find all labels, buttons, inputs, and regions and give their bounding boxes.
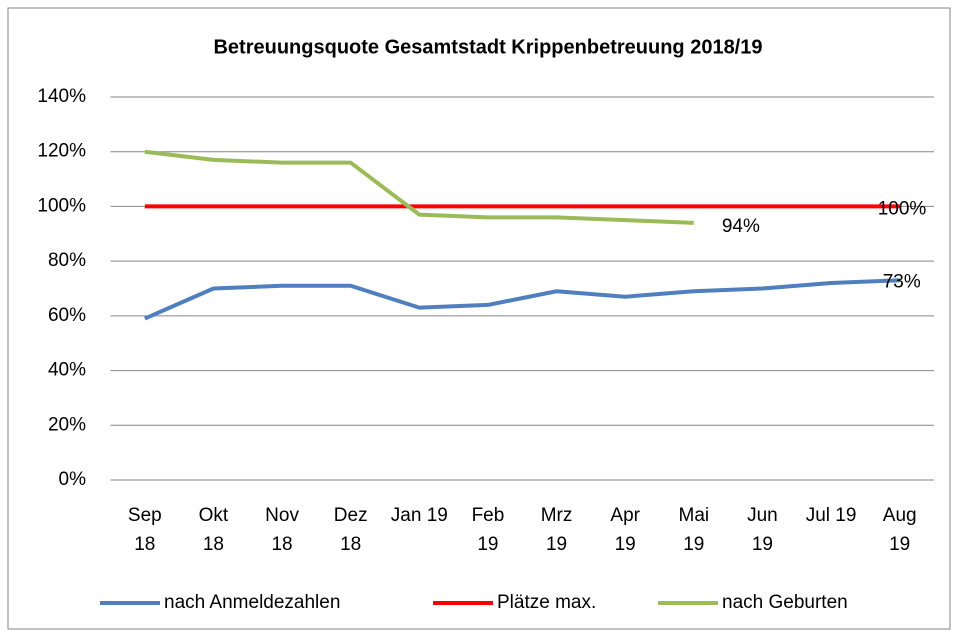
y-tick-label: 120% xyxy=(37,141,86,162)
y-tick-label: 40% xyxy=(48,360,86,381)
chart-title: Betreuungsquote Gesamtstadt Krippenbetre… xyxy=(213,36,762,58)
x-tick-label: Apr 19 xyxy=(610,505,640,555)
series-line xyxy=(144,149,694,225)
y-tick-label: 20% xyxy=(48,414,86,435)
x-tick-label: Mrz 19 xyxy=(541,505,573,555)
data-label: 100% xyxy=(878,198,927,219)
x-tick-label: Mai 19 xyxy=(679,505,710,555)
data-label: 73% xyxy=(883,271,921,292)
x-tick-label: Aug 19 xyxy=(883,505,917,555)
legend-label: nach Anmeldezahlen xyxy=(164,592,340,613)
series-line xyxy=(144,278,900,321)
y-tick-label: 80% xyxy=(48,250,86,271)
legend-label: nach Geburten xyxy=(722,592,848,613)
x-tick-label: Nov 18 xyxy=(265,505,299,555)
x-tick-label: Dez 18 xyxy=(334,505,368,555)
x-tick-label: Sep 18 xyxy=(128,505,162,555)
y-tick-label: 0% xyxy=(59,469,87,490)
x-tick-label: Okt 18 xyxy=(199,505,229,555)
x-tick-label: Feb 19 xyxy=(472,505,505,555)
y-tick-label: 100% xyxy=(37,195,86,216)
chart-border xyxy=(7,7,951,630)
x-tick-label: Jan 19 xyxy=(391,505,448,526)
x-tick-label: Jun 19 xyxy=(747,505,778,555)
y-tick-label: 60% xyxy=(48,305,86,326)
data-label: 94% xyxy=(722,216,760,237)
y-tick-label: 140% xyxy=(37,86,86,107)
x-tick-label: Jul 19 xyxy=(806,505,857,526)
legend-label: Plätze max. xyxy=(497,592,596,613)
